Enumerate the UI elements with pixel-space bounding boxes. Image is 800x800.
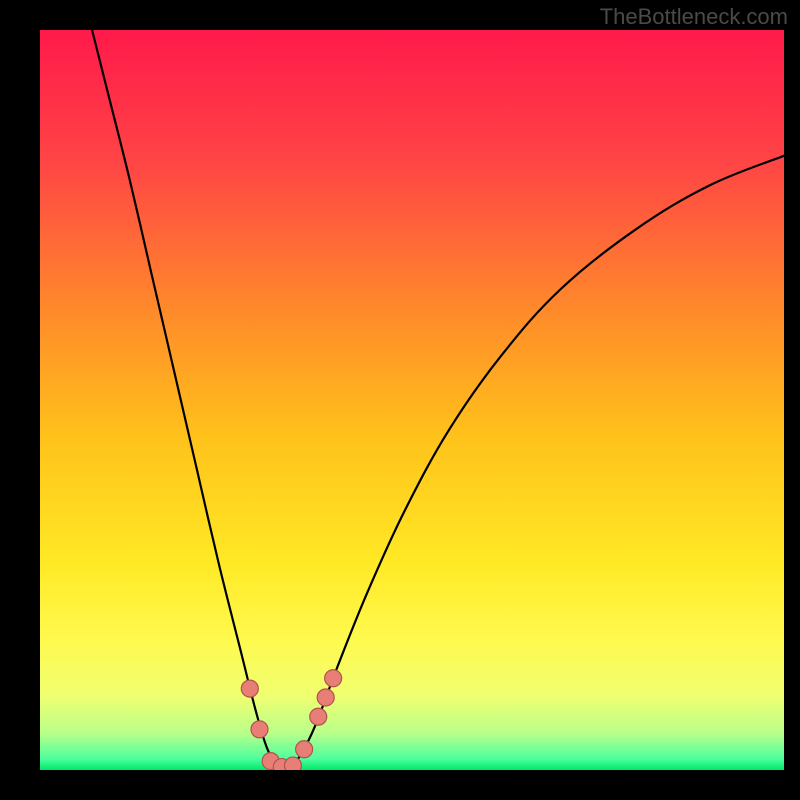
data-marker	[310, 708, 327, 725]
chart-frame: TheBottleneck.com	[0, 0, 800, 800]
data-marker	[251, 721, 268, 738]
data-marker	[325, 670, 342, 687]
plot-area	[40, 30, 784, 770]
data-marker	[284, 757, 301, 770]
data-marker	[317, 689, 334, 706]
data-marker	[296, 741, 313, 758]
data-marker	[241, 680, 258, 697]
watermark-text: TheBottleneck.com	[600, 4, 788, 30]
bottleneck-curve	[92, 30, 784, 769]
curve-layer	[40, 30, 784, 770]
